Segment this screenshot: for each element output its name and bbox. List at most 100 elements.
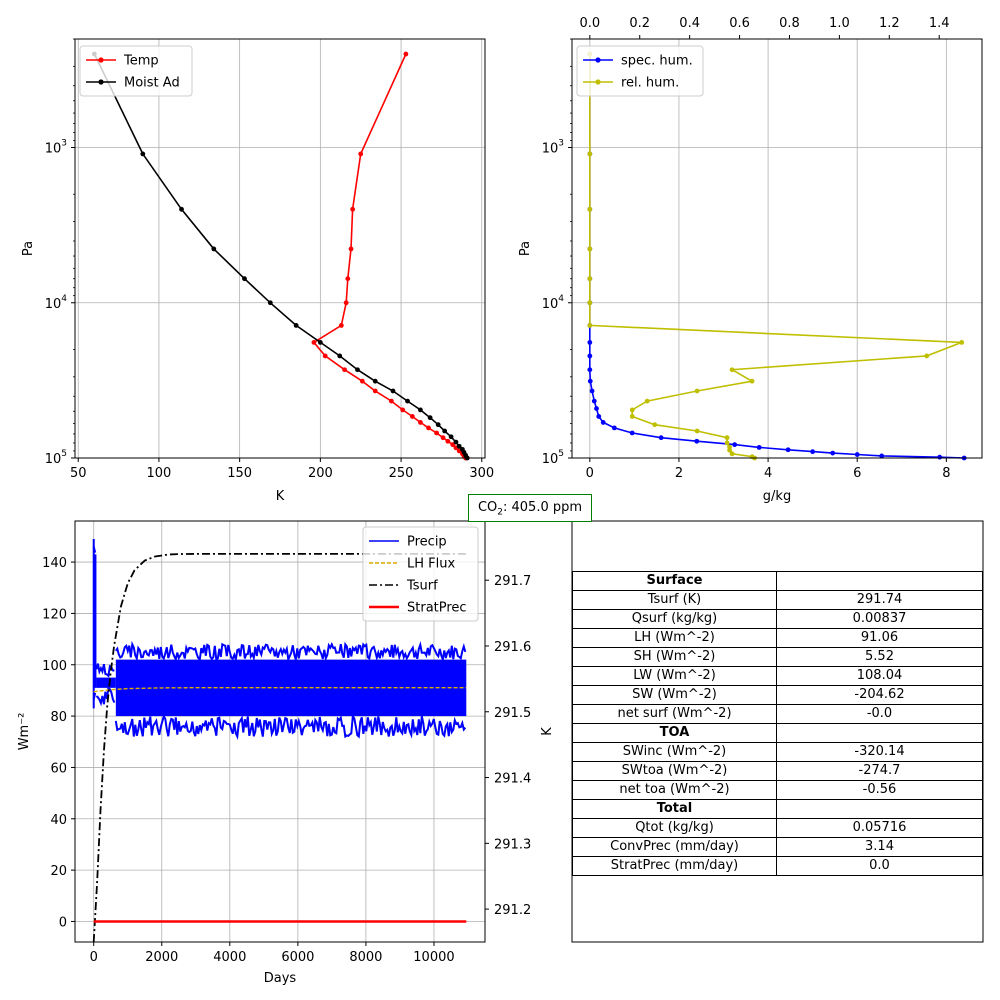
right-y-tick-label: 291.6	[494, 640, 531, 655]
table-row: StratPrec (mm/day) 0.0	[572, 856, 983, 876]
table-label-cell: Qtot (kg/kg)	[572, 818, 777, 838]
data-point	[724, 440, 730, 446]
data-point	[453, 439, 459, 445]
data-point	[317, 339, 323, 345]
data-point	[652, 422, 658, 428]
legend-label: StratPrec	[407, 601, 467, 616]
table-value-cell	[776, 571, 983, 591]
precip-bottom-edge	[114, 713, 467, 740]
table-row: SH (Wm^-2) 5.52	[572, 647, 983, 667]
data-point	[337, 353, 343, 359]
data-point	[358, 151, 364, 157]
data-point	[596, 414, 602, 419]
data-point	[355, 367, 360, 373]
legend-marker	[98, 79, 104, 85]
right-y-tick-label: 291.2	[494, 903, 531, 918]
data-point	[342, 367, 347, 373]
data-point	[267, 300, 273, 306]
x-tick-label: 50	[70, 466, 87, 481]
series-line	[93, 53, 468, 459]
data-point	[343, 300, 349, 306]
data-point	[785, 447, 791, 453]
table-value-cell	[776, 799, 983, 819]
y-tick-label: 104	[542, 294, 565, 312]
y-axis-label: Wm⁻²	[17, 713, 32, 751]
data-point	[810, 449, 816, 455]
data-point	[729, 451, 735, 457]
y-tick-base: 10	[542, 297, 559, 312]
x-axis-label: Days	[264, 971, 297, 986]
data-point	[594, 406, 599, 411]
data-point	[629, 407, 635, 413]
table-value-cell: 91.06	[776, 628, 983, 648]
top-x-tick-label: 0.4	[679, 16, 700, 31]
axes-frame	[74, 520, 486, 943]
legend-label: Precip	[407, 535, 447, 550]
right-y-axis-label: K	[540, 727, 555, 736]
data-point	[937, 454, 943, 460]
data-point	[629, 414, 635, 419]
data-point	[830, 450, 836, 456]
y-tick-label: 120	[42, 607, 67, 622]
y-tick-label: 60	[50, 761, 67, 776]
y-tick-base: 10	[45, 297, 62, 312]
top-x-tick-label: 1.4	[929, 16, 950, 31]
top-x-tick-label: 0.0	[579, 16, 600, 31]
x-axis-label: g/kg	[763, 489, 791, 504]
y-tick-label: 103	[45, 139, 67, 157]
y-tick-label: 105	[45, 449, 67, 467]
data-point	[729, 367, 735, 373]
table-row: Qtot (kg/kg) 0.05716	[572, 818, 983, 838]
data-point	[611, 425, 617, 431]
data-point	[445, 438, 451, 444]
data-point	[211, 246, 217, 252]
data-point	[749, 378, 755, 384]
data-point	[345, 276, 351, 282]
y-tick-label: 104	[45, 294, 68, 312]
right-y-tick-label: 291.3	[494, 837, 531, 852]
table-value-cell: 0.00837	[776, 609, 983, 629]
y-tick-label: 0	[59, 915, 67, 930]
top-x-tick-label: 0.2	[629, 16, 650, 31]
table-label-cell: net surf (Wm^-2)	[572, 704, 777, 724]
top-x-tick-label: 0.8	[779, 16, 800, 31]
data-point	[434, 430, 439, 436]
table-value-cell	[776, 723, 983, 743]
data-point	[924, 353, 930, 359]
top-x-tick-label: 1.2	[879, 16, 900, 31]
data-point	[587, 246, 593, 252]
data-point	[450, 442, 456, 448]
x-tick-label: 6000	[281, 950, 314, 965]
data-point	[242, 276, 247, 282]
legend-label: Moist Ad	[124, 76, 180, 91]
data-point	[456, 443, 462, 449]
data-point	[388, 398, 394, 404]
data-point	[732, 442, 738, 448]
legend-marker	[595, 79, 601, 85]
data-point	[426, 425, 431, 431]
data-point	[442, 428, 448, 434]
precip-band	[93, 554, 97, 688]
right-y-tick-label: 291.4	[494, 772, 531, 787]
data-point	[400, 407, 406, 413]
data-point	[293, 323, 299, 328]
data-point	[591, 398, 597, 404]
series-line	[588, 54, 965, 459]
data-point	[427, 415, 433, 421]
right-y-tick-label: 291.7	[494, 574, 531, 589]
y-tick-exponent: 5	[61, 449, 67, 459]
table-value-cell: -204.62	[776, 685, 983, 705]
x-tick-label: 150	[227, 466, 252, 481]
data-point	[694, 428, 700, 434]
data-point	[658, 435, 664, 441]
legend-marker	[595, 57, 601, 63]
table-row: SWinc (Wm^-2) -320.14	[572, 742, 983, 762]
x-tick-label: 200	[308, 466, 333, 481]
data-point	[311, 339, 317, 345]
legend-box	[362, 526, 479, 622]
y-tick-base: 10	[542, 142, 559, 157]
data-point	[448, 434, 454, 440]
data-point	[348, 246, 354, 252]
x-tick-label: 300	[469, 466, 494, 481]
